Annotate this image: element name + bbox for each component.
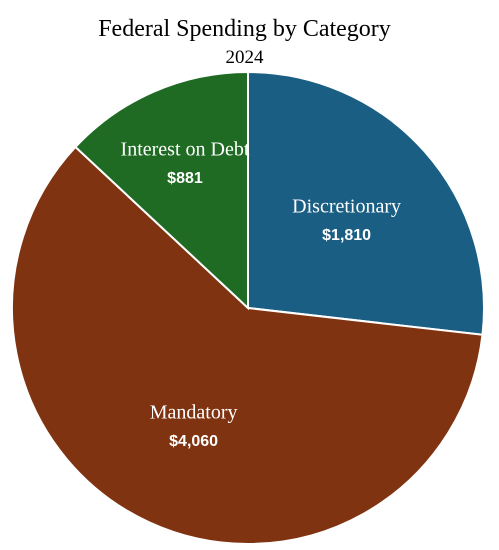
pie-slice-discretionary: [247, 70, 485, 336]
slice-label-discretionary: Discretionary: [292, 196, 401, 218]
pie-slice-mandatory: [11, 145, 484, 545]
slice-value-mandatory: $4,060: [169, 433, 218, 450]
chart-title: Federal Spending by Category: [98, 16, 391, 42]
slice-value-interest-on-debt: $881: [167, 170, 203, 187]
slice-label-interest-on-debt: Interest on Debt: [121, 139, 250, 161]
chart-subtitle: 2024: [225, 47, 264, 68]
slice-value-discretionary: $1,810: [322, 227, 371, 244]
pie-slice-interest-on-debt: [74, 70, 249, 311]
slice-label-mandatory: Mandatory: [150, 401, 238, 423]
